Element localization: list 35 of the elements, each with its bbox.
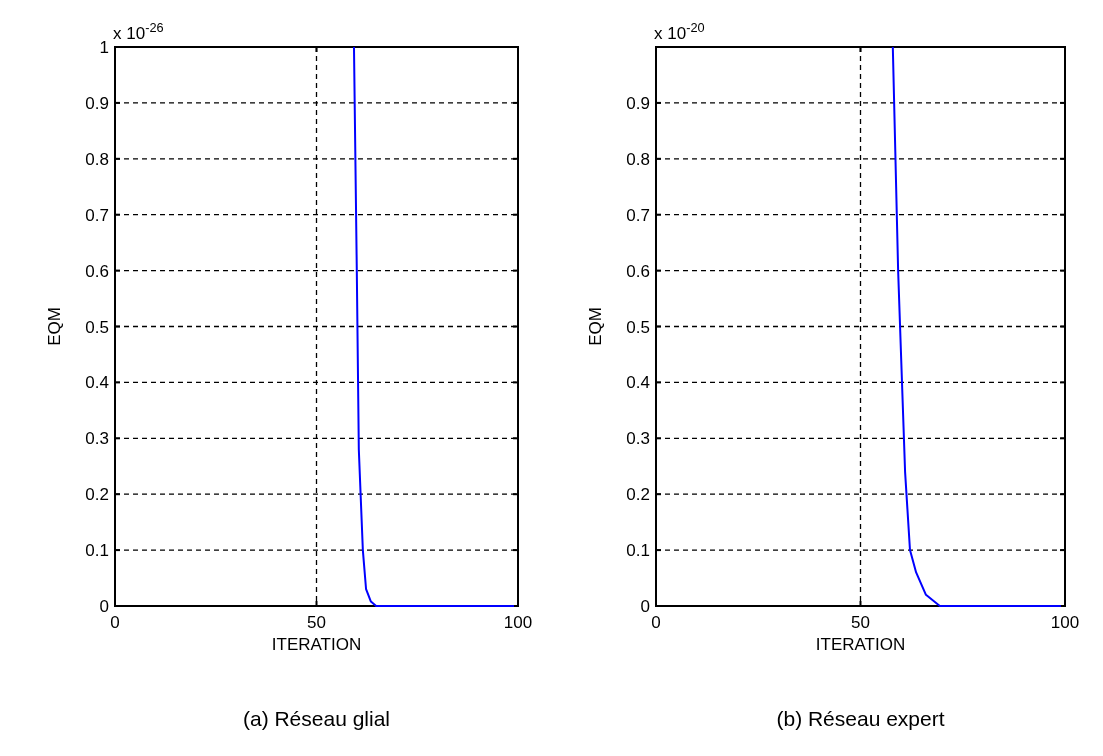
y-tick-label: 0.2 [85,485,109,505]
y-axis-title: EQM [45,307,64,346]
x-tick-label: 50 [851,613,870,632]
y-tick-label: 0.4 [85,373,109,393]
text: x 10$^{-20}$ [654,19,705,43]
x-tick-label: 100 [1050,613,1080,632]
y-tick-label: 1 [99,38,109,57]
y-tick-label: 0.4 [626,373,650,393]
y-tick-label: 0.7 [626,205,650,225]
y-axis-title: EQM [586,307,605,346]
y-tick-label: 0 [640,597,650,616]
x-tick-label: 100 [503,613,533,632]
text: x 10$^{-26}$ [113,19,164,43]
line-series [352,47,515,607]
y-tick-label: 0.9 [626,93,650,113]
line-series [891,47,1062,607]
y-tick-label: 0.5 [626,317,650,337]
y-tick-label: 0.3 [626,429,650,449]
x-tick-label: 50 [307,613,326,632]
y-tick-label: 0.6 [626,261,650,281]
y-tick-label: 0.2 [626,485,650,505]
y-tick-label: 0.8 [85,149,109,169]
y-tick-label: 0.9 [85,93,109,113]
y-tick-label: 0.1 [85,541,109,561]
y-tick-label: 0 [99,597,109,616]
text: (b) Réseau expert [776,707,945,730]
y-tick-label: 0.6 [85,261,109,281]
y-tick-label: 0.8 [626,149,650,169]
x-axis-title: ITERATION [815,635,906,654]
x-axis-title: ITERATION [271,635,362,654]
text: (a) Réseau glial [242,707,391,730]
y-tick-label: 0.7 [85,205,109,225]
y-tick-label: 0.5 [85,317,109,337]
y-tick-label: 0.3 [85,429,109,449]
y-tick-label: 0.1 [626,541,650,561]
